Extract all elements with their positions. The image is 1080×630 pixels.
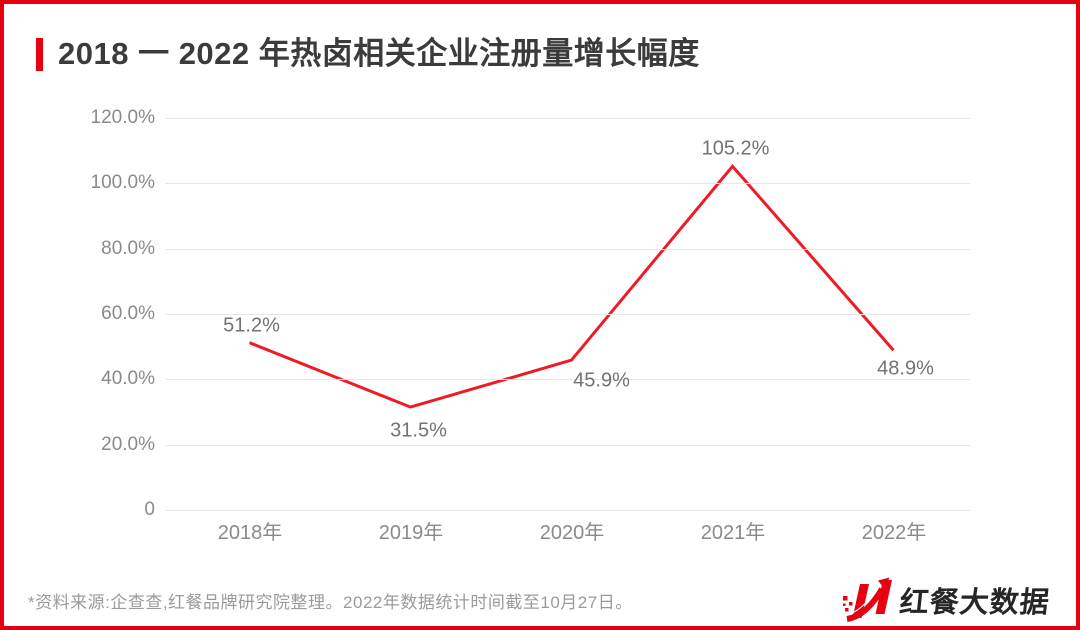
page-title: 2018 一 2022 年热卤相关企业注册量增长幅度	[58, 36, 700, 71]
y-axis-tick-label: 60.0%	[101, 303, 155, 324]
brand-logo: 红餐大数据	[842, 577, 1052, 623]
gridline	[165, 249, 970, 250]
y-axis-tick-label: 0	[144, 499, 155, 520]
header: 2018 一 2022 年热卤相关企业注册量增长幅度	[36, 30, 700, 78]
y-axis-tick-label: 20.0%	[101, 434, 155, 455]
gridline	[165, 314, 970, 315]
source-note: *资料来源:企查查,红餐品牌研究院整理。2022年数据统计时间截至10月27日。	[28, 593, 633, 612]
x-axis-tick-label: 2019年	[378, 522, 444, 544]
y-axis-tick-label: 100.0%	[90, 172, 155, 193]
x-axis-tick-label: 2018年	[217, 522, 283, 544]
gridline	[165, 118, 970, 119]
hongcan-h-arrow-icon	[842, 577, 892, 622]
gridline	[165, 510, 970, 511]
trend-polyline	[248, 163, 895, 409]
data-point-label: 48.9%	[877, 357, 934, 380]
gridline	[165, 183, 970, 184]
title-accent-bar	[36, 38, 43, 71]
data-point-label: 51.2%	[223, 314, 280, 337]
data-point-label: 45.9%	[573, 369, 630, 392]
data-point-label: 105.2%	[701, 137, 770, 160]
x-axis-tick-label: 2021年	[700, 522, 766, 544]
x-axis-tick-label: 2020年	[539, 522, 605, 544]
data-point-label: 31.5%	[390, 419, 447, 442]
y-axis-tick-label: 120.0%	[90, 107, 155, 128]
y-axis-tick-label: 40.0%	[101, 368, 155, 389]
brand-logo-text: 红餐大数据	[897, 587, 1052, 619]
gridline	[165, 445, 970, 446]
x-axis-tick-label: 2022年	[861, 522, 927, 544]
gridline	[165, 379, 970, 380]
y-axis-tick-label: 80.0%	[101, 238, 155, 259]
